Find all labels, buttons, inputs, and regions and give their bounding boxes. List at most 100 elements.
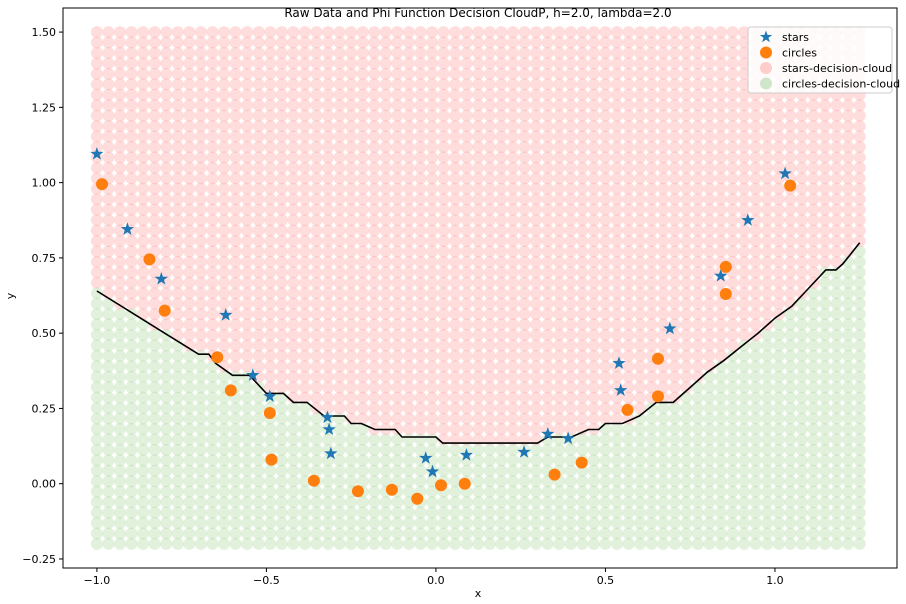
- stars-cloud-point: [206, 287, 219, 300]
- stars-cloud-point: [264, 172, 277, 185]
- circles-cloud-point: [298, 433, 311, 446]
- circles-cloud-point: [634, 454, 647, 467]
- stars-cloud-point: [564, 224, 577, 237]
- circles-cloud-point: [715, 412, 728, 425]
- circles-cloud-point: [206, 517, 219, 530]
- stars-cloud-point: [287, 381, 300, 394]
- stars-cloud-point: [148, 109, 161, 122]
- stars-cloud-point: [634, 297, 647, 310]
- stars-cloud-point: [310, 193, 323, 206]
- circles-cloud-point: [576, 506, 589, 519]
- stars-cloud-point: [252, 161, 265, 174]
- stars-cloud-point: [541, 172, 554, 185]
- stars-cloud-point: [472, 266, 485, 279]
- circles-cloud-point: [114, 496, 127, 509]
- legend-label-circles: circles: [782, 47, 817, 60]
- stars-cloud-point: [576, 297, 589, 310]
- circles-cloud-point: [842, 276, 855, 289]
- stars-cloud-point: [472, 67, 485, 80]
- stars-cloud-point: [715, 245, 728, 258]
- circles-cloud-point: [761, 475, 774, 488]
- stars-cloud-point: [368, 78, 381, 91]
- stars-cloud-point: [402, 172, 415, 185]
- circles-cloud-point: [506, 496, 519, 509]
- stars-cloud-point: [645, 370, 658, 383]
- circles-cloud-point: [553, 485, 566, 498]
- circles-cloud-point: [784, 402, 797, 415]
- stars-cloud-point: [287, 151, 300, 164]
- stars-cloud-point: [691, 57, 704, 70]
- stars-cloud-point: [495, 161, 508, 174]
- stars-cloud-point: [749, 287, 762, 300]
- circles-cloud-point: [634, 464, 647, 477]
- stars-cloud-point: [726, 329, 739, 342]
- circles-cloud-point: [749, 506, 762, 519]
- circles-cloud-point: [842, 412, 855, 425]
- stars-cloud-point: [657, 88, 670, 101]
- circles-cloud-point: [587, 485, 600, 498]
- stars-cloud-point: [460, 402, 473, 415]
- stars-cloud-point: [322, 224, 335, 237]
- stars-cloud-point: [322, 245, 335, 258]
- circles-cloud-point: [125, 329, 138, 342]
- stars-cloud-point: [206, 36, 219, 49]
- circles-cloud-point: [738, 496, 751, 509]
- circles-cloud-point: [657, 527, 670, 540]
- circles-cloud-point: [356, 454, 369, 467]
- circles-cloud-point: [738, 381, 751, 394]
- stars-cloud-point: [795, 182, 808, 195]
- stars-cloud-point: [645, 193, 658, 206]
- stars-cloud-point: [322, 151, 335, 164]
- stars-cloud-point: [622, 99, 635, 112]
- stars-cloud-point: [298, 172, 311, 185]
- stars-cloud-point: [137, 193, 150, 206]
- stars-cloud-point: [599, 391, 612, 404]
- circles-cloud-point: [345, 537, 358, 550]
- stars-cloud-point: [668, 172, 681, 185]
- stars-cloud-point: [680, 57, 693, 70]
- stars-cloud-point: [379, 130, 392, 143]
- stars-cloud-point: [657, 214, 670, 227]
- stars-cloud-point: [668, 182, 681, 195]
- stars-cloud-point: [449, 182, 462, 195]
- circles-cloud-point: [402, 454, 415, 467]
- stars-cloud-point: [772, 234, 785, 247]
- stars-cloud-point: [587, 255, 600, 268]
- stars-cloud-point: [715, 140, 728, 153]
- stars-cloud-point: [541, 276, 554, 289]
- stars-cloud-point: [495, 287, 508, 300]
- stars-cloud-point: [275, 381, 288, 394]
- circles-cloud-point: [125, 391, 138, 404]
- stars-cloud-point: [622, 297, 635, 310]
- stars-cloud-point: [206, 78, 219, 91]
- stars-cloud-point: [426, 360, 439, 373]
- stars-cloud-point: [171, 308, 184, 321]
- stars-cloud-point: [460, 203, 473, 216]
- circles-cloud-point: [726, 537, 739, 550]
- circles-cloud-point: [715, 485, 728, 498]
- circle-point: [211, 351, 224, 364]
- stars-cloud-point: [414, 287, 427, 300]
- circles-cloud-point: [90, 381, 103, 394]
- circles-cloud-point: [772, 412, 785, 425]
- circles-cloud-point: [183, 517, 196, 530]
- stars-cloud-point: [703, 46, 716, 59]
- circles-cloud-point: [738, 475, 751, 488]
- stars-cloud-point: [345, 391, 358, 404]
- stars-cloud-point: [402, 349, 415, 362]
- stars-cloud-point: [460, 172, 473, 185]
- circles-cloud-point: [275, 433, 288, 446]
- stars-cloud-point: [495, 245, 508, 258]
- stars-cloud-point: [842, 172, 855, 185]
- circles-cloud-point: [553, 527, 566, 540]
- circles-cloud-point: [726, 433, 739, 446]
- stars-cloud-point: [472, 130, 485, 143]
- stars-cloud-point: [483, 360, 496, 373]
- stars-cloud-point: [772, 161, 785, 174]
- circles-cloud-point: [160, 433, 173, 446]
- stars-cloud-point: [842, 120, 855, 133]
- stars-cloud-point: [553, 120, 566, 133]
- circles-cloud-point: [322, 537, 335, 550]
- stars-cloud-point: [472, 46, 485, 59]
- legend-label-stars: stars: [782, 31, 809, 44]
